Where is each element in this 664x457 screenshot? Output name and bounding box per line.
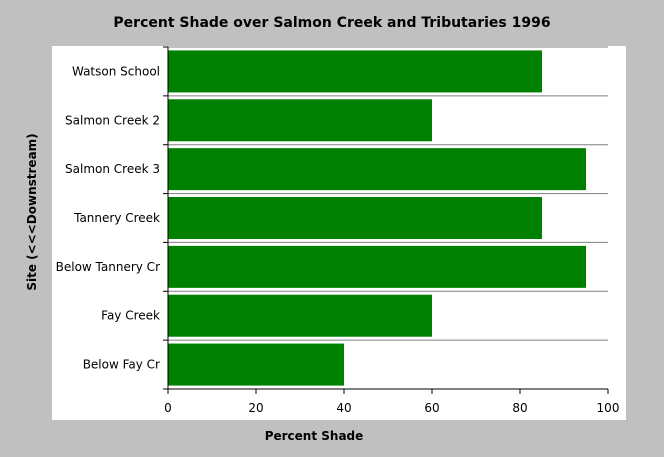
bar-layer bbox=[168, 50, 586, 386]
bar bbox=[168, 343, 344, 386]
axis-layer bbox=[163, 46, 609, 394]
x-tick-label: 60 bbox=[424, 401, 439, 415]
category-label: Below Fay Cr bbox=[83, 358, 160, 372]
tick-label-layer: 0 20 40 60 80 100 bbox=[164, 401, 619, 415]
chart-title: Percent Shade over Salmon Creek and Trib… bbox=[113, 15, 550, 31]
x-axis-title: Percent Shade bbox=[265, 429, 364, 443]
category-label: Watson School bbox=[72, 64, 160, 78]
bar bbox=[168, 148, 586, 191]
bar bbox=[168, 294, 432, 337]
category-label: Tannery Creek bbox=[73, 211, 160, 225]
bar bbox=[168, 99, 432, 142]
category-label: Fay Creek bbox=[101, 309, 160, 323]
bar bbox=[168, 197, 542, 239]
bar bbox=[168, 50, 542, 93]
x-tick-label: 20 bbox=[248, 401, 263, 415]
y-axis-title: Site (<<<Downstream) bbox=[25, 133, 39, 290]
category-label: Salmon Creek 3 bbox=[65, 162, 160, 176]
bar bbox=[168, 245, 586, 288]
category-label: Salmon Creek 2 bbox=[65, 113, 160, 127]
category-label-layer: Watson School Salmon Creek 2 Salmon Creek … bbox=[56, 64, 160, 371]
x-tick-label: 80 bbox=[512, 401, 527, 415]
x-tick-label: 0 bbox=[164, 401, 172, 415]
category-label: Below Tannery Cr bbox=[56, 260, 160, 274]
x-tick-label: 40 bbox=[336, 401, 351, 415]
x-tick-label: 100 bbox=[597, 401, 620, 415]
